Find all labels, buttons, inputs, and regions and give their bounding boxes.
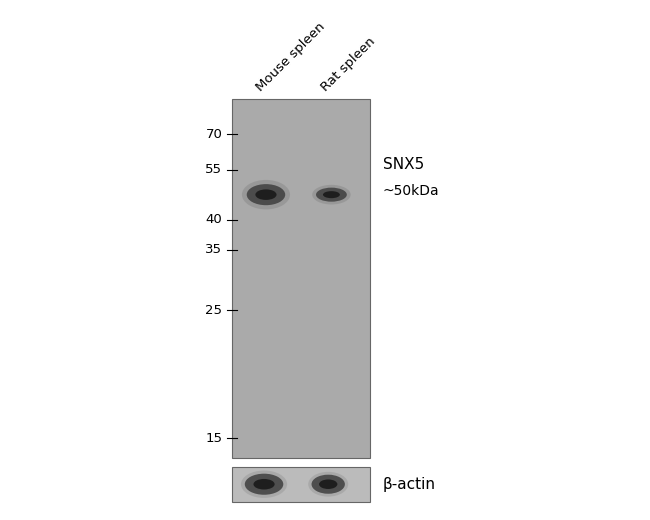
Ellipse shape <box>241 471 287 498</box>
Bar <box>232 466 370 502</box>
Text: SNX5: SNX5 <box>383 157 424 172</box>
Ellipse shape <box>311 475 345 494</box>
Text: 40: 40 <box>205 213 222 226</box>
Ellipse shape <box>316 188 347 202</box>
Bar <box>232 99 370 458</box>
Ellipse shape <box>254 479 275 489</box>
Text: β-actin: β-actin <box>383 477 436 492</box>
Text: ~50kDa: ~50kDa <box>383 184 439 198</box>
Ellipse shape <box>308 472 348 497</box>
Ellipse shape <box>242 180 290 210</box>
Text: 70: 70 <box>205 128 222 141</box>
Ellipse shape <box>319 479 337 489</box>
Ellipse shape <box>245 474 283 495</box>
Text: 25: 25 <box>205 304 222 317</box>
Ellipse shape <box>312 185 350 204</box>
Text: 35: 35 <box>205 243 222 256</box>
Text: 55: 55 <box>205 163 222 176</box>
Text: Rat spleen: Rat spleen <box>319 35 378 94</box>
Ellipse shape <box>255 189 276 200</box>
Text: 15: 15 <box>205 432 222 445</box>
Ellipse shape <box>247 184 285 205</box>
Ellipse shape <box>323 191 340 198</box>
Text: Mouse spleen: Mouse spleen <box>254 20 328 94</box>
